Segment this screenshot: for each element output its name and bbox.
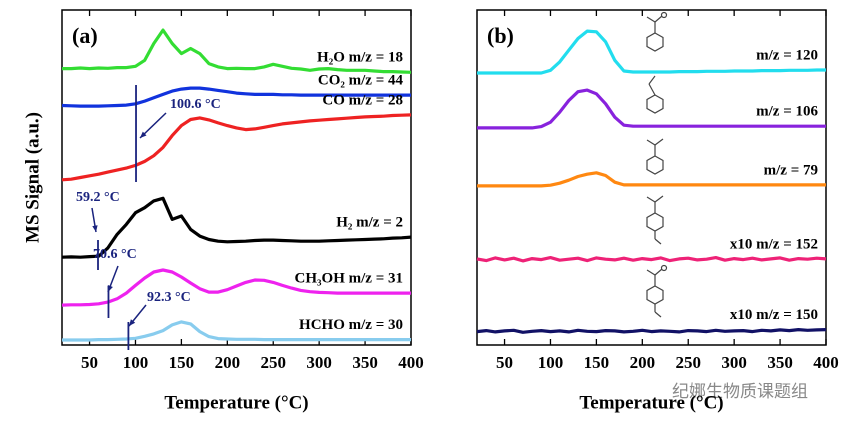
x-tick-label: 200: [630, 353, 656, 372]
x-tick-label: 150: [584, 353, 610, 372]
x-tick-label: 350: [352, 353, 378, 372]
molecule-icons: [646, 11, 668, 318]
x-tick-label: 400: [813, 353, 839, 372]
series-label: x10 m/z = 150: [730, 307, 818, 323]
x-axis-label: Temperature (°C): [579, 392, 723, 413]
annotation-label: 70.6 °C: [93, 247, 137, 262]
annotation-arrowhead: [107, 285, 113, 292]
x-tick-label: 200: [215, 353, 241, 372]
series-line: [61, 86, 411, 108]
series-line: [61, 196, 412, 259]
y-axis-label: MS Signal (a.u.): [22, 112, 43, 243]
x-tick-label: 100: [538, 353, 564, 372]
x-tick-label: 250: [675, 353, 701, 372]
x-tick-label: 150: [169, 353, 195, 372]
series-line: [61, 113, 412, 182]
series-label: m/z = 120: [756, 47, 818, 63]
series-label: HCHO m/z = 30: [299, 317, 403, 333]
series-line: [62, 320, 411, 342]
annotation-arrowhead: [129, 319, 136, 326]
series-label: H₂ m/z = 2: [336, 215, 403, 231]
x-tick-label: 100: [123, 353, 149, 372]
x-tick-label: 300: [721, 353, 747, 372]
series-line: [476, 256, 827, 263]
plot-frame: [476, 9, 827, 346]
annotation-arrowhead: [92, 225, 98, 232]
annotation-label: 100.6 °C: [170, 97, 221, 112]
series-line: [61, 268, 411, 307]
x-tick-label: 300: [306, 353, 332, 372]
x-tick-label: 400: [398, 353, 424, 372]
plot-frame: [61, 9, 412, 346]
annotation-label: 92.3 °C: [147, 290, 191, 305]
x-tick-label: 50: [81, 353, 98, 372]
series-line: [477, 88, 826, 130]
watermark: 纪娜生物质课题组: [672, 382, 808, 402]
annotation-arrowhead: [140, 131, 147, 138]
x-tick-label: 250: [260, 353, 286, 372]
series-label: m/z = 79: [764, 162, 818, 178]
panel-label: (a): [72, 23, 98, 48]
x-tick-label: 50: [496, 353, 513, 372]
series-label: CH₃OH m/z = 31: [295, 271, 403, 287]
panel-label: (b): [487, 23, 514, 48]
series-label: CO₂ m/z = 44: [318, 73, 404, 89]
series-line: [62, 28, 412, 74]
series-line: [477, 171, 826, 188]
series-line: [477, 29, 826, 75]
series-label: CO m/z = 28: [322, 92, 403, 108]
annotation-label: 59.2 °C: [76, 190, 120, 205]
series-label: m/z = 106: [756, 104, 818, 120]
x-tick-label: 350: [767, 353, 793, 372]
series-label: H₂O m/z = 18: [317, 50, 403, 66]
x-axis-label: Temperature (°C): [164, 392, 308, 413]
series-label: x10 m/z = 152: [730, 236, 818, 252]
series-line: [476, 328, 827, 334]
